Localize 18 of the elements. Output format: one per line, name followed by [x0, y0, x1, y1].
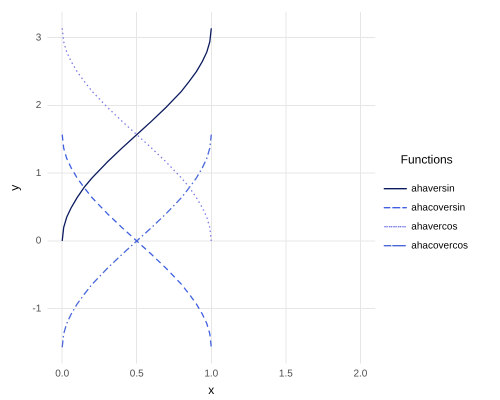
x-tick-label: 0.5: [130, 368, 144, 380]
legend-label: ahacoversin: [411, 202, 466, 214]
y-tick-label: 3: [36, 32, 42, 44]
x-tick-label: 1.0: [204, 368, 219, 380]
line-series: [62, 134, 212, 348]
y-tick-label: 0: [36, 236, 42, 247]
y-tick-label: 1: [36, 168, 42, 179]
x-axis-title: x: [208, 383, 214, 398]
legend-title: Functions: [400, 152, 453, 167]
x-tick-label: 0.0: [55, 368, 70, 380]
legend-label: ahaversin: [411, 183, 455, 194]
y-axis-title: y: [8, 184, 22, 191]
y-tick-label: -1: [32, 303, 42, 314]
x-tick-label: 1.5: [278, 368, 294, 380]
legend-label: ahavercos: [411, 221, 458, 232]
legend-label: ahacovercos: [411, 240, 468, 252]
y-tick-label: 2: [36, 100, 42, 112]
x-tick-label: 2.0: [353, 368, 368, 380]
